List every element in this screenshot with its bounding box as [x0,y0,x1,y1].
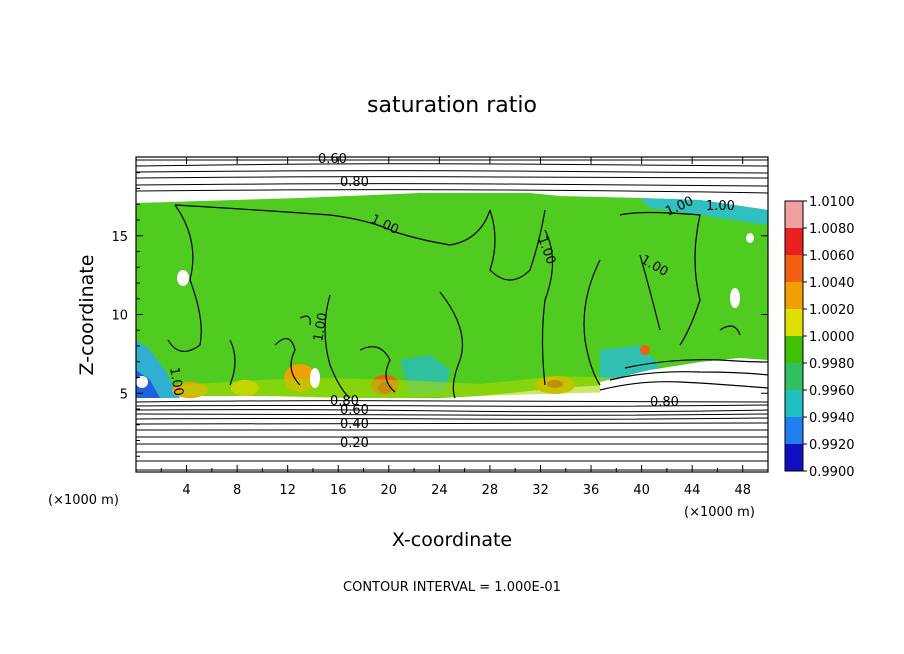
colorbar-label: 1.0060 [809,249,855,264]
colorbar-label: 0.9980 [809,357,855,372]
x-tick-label: 20 [381,483,398,498]
white-hole-c [136,376,148,388]
field-contours [167,204,769,399]
x-tick-label: 40 [633,483,650,498]
contour-label: 0.80 [330,394,359,409]
cyan-top-band [640,198,768,225]
colorbar-segment [785,228,803,255]
white-hole-a [177,270,189,286]
colorbar-segment [785,282,803,309]
y-tick-label: 15 [111,230,128,245]
y-tick-label: 5 [120,387,128,402]
colorbar-label: 1.0020 [809,303,855,318]
colorbar-segment [785,336,803,363]
lower-contours [135,400,769,471]
colorbar-label: 1.0100 [809,195,855,210]
y-tick-label: 10 [111,309,128,324]
x-axis-ticks: 4 8 12 16 20 24 28 32 36 40 44 48 [160,157,751,498]
x-tick-label: 4 [182,483,190,498]
colorbar-segment [785,444,803,471]
y-axis-title: Z-coordinate [76,255,98,376]
white-hole-b [310,368,320,388]
contour-label: 1.00 [706,199,735,214]
contour-label: 0.80 [340,175,369,190]
y-axis-ticks: 5 10 15 [111,172,768,457]
x-tick-label: 8 [233,483,241,498]
upper-contours [135,159,769,194]
colorbar-segment [785,201,803,228]
x-tick-label: 44 [684,483,701,498]
x-tick-label: 36 [583,483,600,498]
colorbar-label: 1.0000 [809,330,855,345]
chart-title: saturation ratio [367,93,537,118]
contour-label: 1.00 [166,366,186,397]
colorbar: 1.0100 1.0080 1.0060 1.0040 1.0020 1.0000 0.99… [784,195,855,480]
plot-area: 0.600.801.001.001.001.001.001.001.000.80… [135,152,769,473]
contour-label: 0.20 [340,436,369,451]
colorbar-label: 0.9920 [809,438,855,453]
colorbar-label: 1.0040 [809,276,855,291]
white-hole-right [600,358,768,398]
contour-label: 0.80 [650,395,679,410]
colorbar-segment [785,309,803,336]
white-hole-e [746,233,754,243]
colorbar-segment [785,255,803,282]
colorbar-label: 0.9960 [809,384,855,399]
x-unit-label-left: (×1000 m) [48,493,119,508]
colorbar-label: 0.9940 [809,411,855,426]
contour-label: 0.40 [340,417,369,432]
yellow-bottom-band [180,376,620,398]
x-tick-label: 32 [532,483,549,498]
x-tick-label: 16 [330,483,347,498]
colorbar-label: 0.9900 [809,465,855,480]
white-hole-d [730,288,740,308]
x-tick-label: 12 [279,483,296,498]
hot-spot-7 [640,345,650,355]
lower-stable-layer [136,398,768,472]
colorbar-segment [785,363,803,390]
colorbar-label: 1.0080 [809,222,855,237]
contour-label: 0.60 [340,403,369,418]
x-tick-label: 24 [431,483,448,498]
x-tick-label: 28 [482,483,499,498]
x-unit-label-right: (×1000 m) [684,505,755,520]
contour-label: 0.60 [318,152,347,167]
colorbar-segment [785,390,803,417]
colorbar-segment [785,417,803,444]
contour-label: 1.00 [311,312,331,343]
x-tick-label: 48 [734,483,751,498]
upper-stable-layer [136,157,768,193]
x-axis-title: X-coordinate [392,529,512,551]
contour-interval-note: CONTOUR INTERVAL = 1.000E-01 [343,580,561,595]
